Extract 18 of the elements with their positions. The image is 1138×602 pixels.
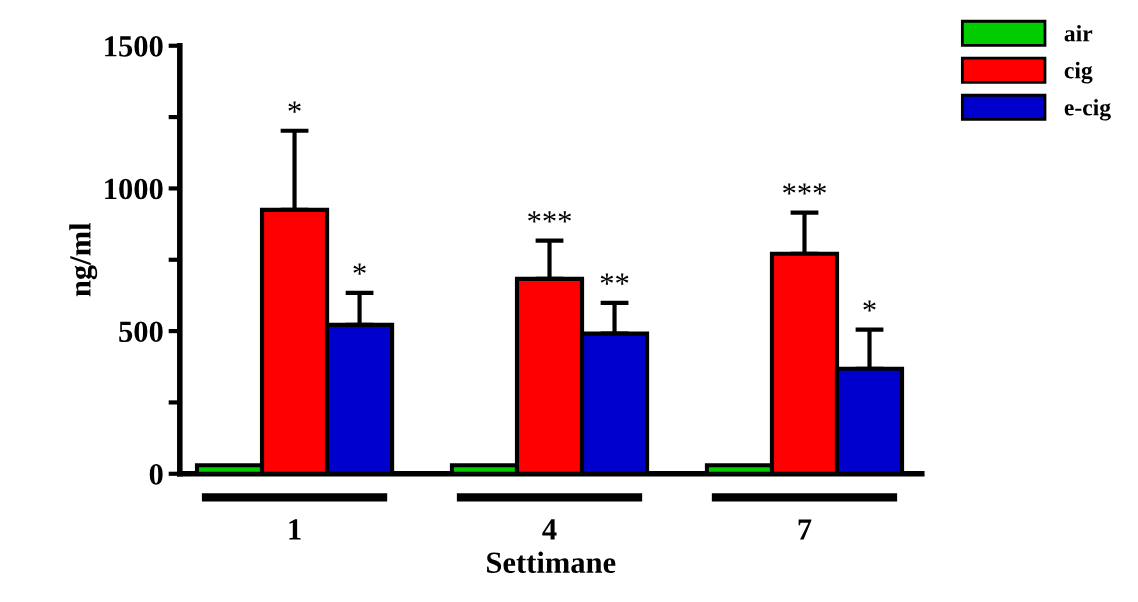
legend-label: cig (1064, 61, 1093, 84)
annotation: * (288, 101, 301, 113)
x-tick-label: 1 (289, 519, 301, 540)
x-axis-title: Settimane (487, 551, 616, 573)
y-axis-title: ng/ml (69, 222, 98, 297)
y-tick-label: 500 (119, 321, 163, 342)
legend-label: e-cig (1064, 98, 1111, 121)
annotation: * (353, 263, 366, 275)
annotation: *** (783, 183, 826, 195)
annotation: *** (528, 211, 571, 223)
x-tick-label: 7 (798, 519, 812, 540)
y-tick-label: 0 (149, 464, 163, 485)
y-tick-label: 1000 (105, 178, 163, 200)
annotation: * (863, 300, 876, 312)
annotation: ** (600, 273, 629, 285)
x-tick-label: 4 (542, 519, 557, 540)
y-tick-label: 1500 (105, 36, 163, 57)
legend-label: air (1064, 24, 1093, 42)
